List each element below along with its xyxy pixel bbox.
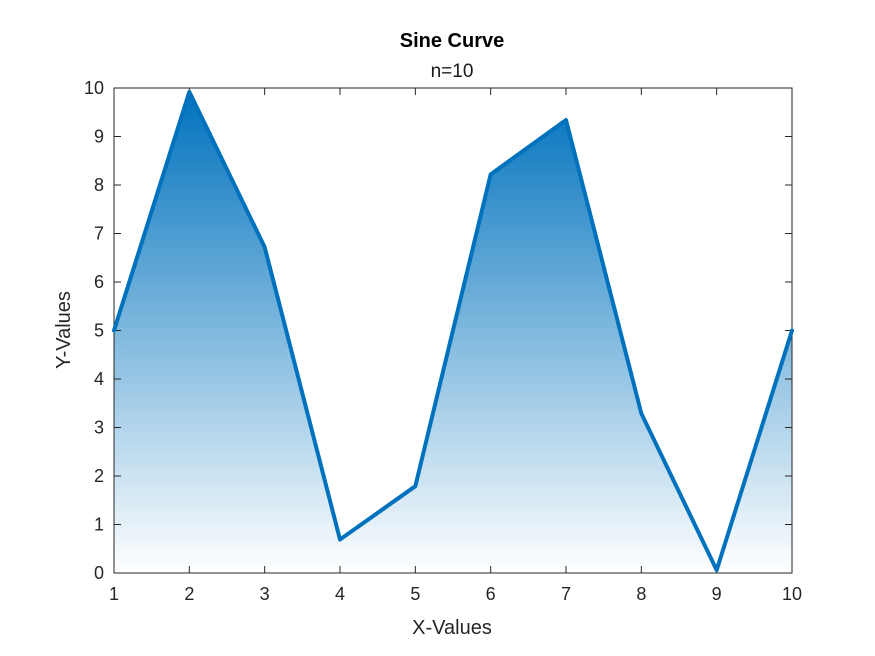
x-tick-label: 1 [109, 584, 119, 604]
data-point [715, 568, 719, 572]
y-tick-label: 0 [94, 563, 104, 583]
data-point [263, 245, 267, 249]
y-tick-label: 6 [94, 272, 104, 292]
y-axis-label: Y-Values [53, 291, 75, 369]
y-tick-label: 10 [84, 78, 104, 98]
x-tick-label: 2 [184, 584, 194, 604]
y-tick-label: 9 [94, 127, 104, 147]
data-point [790, 329, 794, 332]
x-tick-label: 5 [410, 584, 420, 604]
y-tick-label: 1 [94, 515, 104, 535]
x-tick-label: 4 [335, 584, 345, 604]
chart-subtitle: n=10 [431, 61, 474, 82]
data-point [564, 118, 568, 122]
x-tick-label: 6 [486, 584, 496, 604]
x-tick-label: 7 [561, 584, 571, 604]
x-tick-label: 10 [782, 584, 802, 604]
y-tick-label: 5 [94, 321, 104, 341]
y-tick-label: 3 [94, 418, 104, 438]
y-tick-label: 7 [94, 224, 104, 244]
x-tick-label: 3 [260, 584, 270, 604]
data-point [112, 329, 116, 332]
y-tick-label: 2 [94, 466, 104, 486]
data-point [413, 484, 417, 488]
chart-title: Sine Curve [400, 30, 504, 52]
y-tick-label: 4 [94, 369, 104, 389]
series-line [112, 89, 794, 573]
x-tick-label: 8 [636, 584, 646, 604]
data-point [489, 172, 493, 176]
data-point [187, 90, 191, 94]
x-tick-label: 9 [712, 584, 722, 604]
y-tick-label: 8 [94, 175, 104, 195]
x-axis-label: X-Values [412, 617, 492, 639]
data-point [639, 411, 643, 415]
data-point [338, 538, 342, 542]
